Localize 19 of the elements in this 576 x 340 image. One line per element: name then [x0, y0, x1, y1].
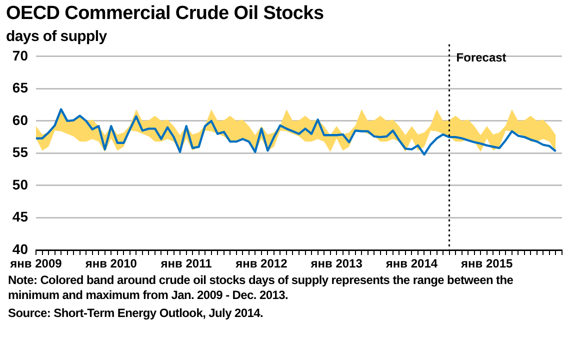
- x-tick-label: янв 2011: [160, 256, 212, 271]
- chart-title: OECD Commercial Crude Oil Stocks: [6, 3, 324, 25]
- y-tick-label: 50: [12, 176, 28, 192]
- x-tick-label: янв 2010: [85, 256, 138, 271]
- x-tick-label: янв 2012: [236, 256, 288, 271]
- x-tick-label: янв 2015: [461, 256, 514, 271]
- x-tick-label: янв 2013: [310, 256, 363, 271]
- y-tick-label: 65: [12, 80, 28, 96]
- y-tick-label: 70: [12, 47, 28, 64]
- text: Note: Colored band around crude oil stocks days of supply represents the range between the minimum and maximum from Jan. 2009 - Dec. 2013.: [8, 273, 514, 303]
- y-tick-label: 60: [12, 112, 28, 128]
- source-note: Source: Short-Term Energy Outlook, July 2014.: [8, 306, 264, 321]
- y-tick-label: 45: [12, 208, 28, 225]
- y-tick-label: 40: [12, 240, 28, 257]
- ref-line-label: Forecast: [456, 50, 506, 65]
- y-axis-title: days of supply: [6, 28, 107, 45]
- y-tick-label: 55: [12, 144, 28, 160]
- x-tick-label: янв 2014: [386, 256, 438, 271]
- x-tick-label: янв 2009: [10, 256, 62, 271]
